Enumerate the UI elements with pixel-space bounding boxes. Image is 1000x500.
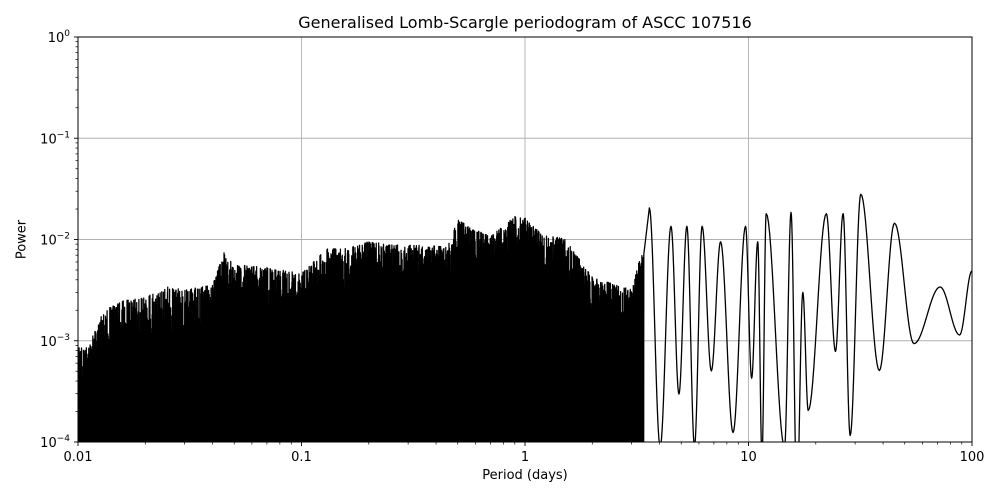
y-tick-label: 10−2 — [40, 232, 70, 249]
x-tick-label: 10 — [740, 450, 757, 465]
x-tick-label: 0.01 — [64, 450, 93, 465]
y-tick-label: 10−3 — [40, 333, 70, 350]
x-tick-label: 0.1 — [291, 450, 312, 465]
tick-labels: 0.01 0.1 1 10 100 10−4 10−3 10−2 10−1 100 — [40, 29, 984, 465]
x-tick-label: 1 — [521, 450, 529, 465]
y-tick-label: 10−4 — [40, 434, 70, 451]
y-axis-label: Power — [14, 219, 30, 260]
y-tick-label: 100 — [48, 29, 71, 46]
y-tick-label: 10−1 — [40, 130, 70, 147]
x-axis-label: Period (days) — [482, 468, 568, 483]
axis-ticks — [74, 36, 973, 446]
chart-title: Generalised Lomb-Scargle periodogram of … — [298, 13, 752, 32]
x-tick-label: 100 — [960, 450, 985, 465]
periodogram-line — [78, 193, 972, 442]
